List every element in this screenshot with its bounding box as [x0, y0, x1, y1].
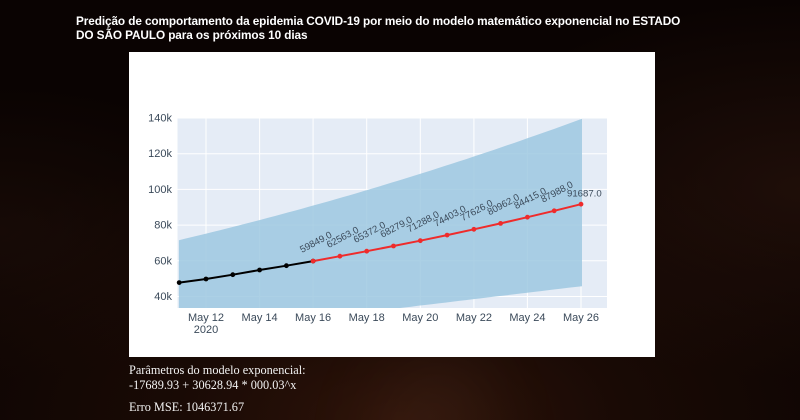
svg-text:May 14: May 14	[242, 312, 278, 324]
svg-text:May 24: May 24	[509, 312, 545, 324]
svg-text:May 20: May 20	[402, 312, 438, 324]
svg-text:120k: 120k	[148, 148, 172, 160]
svg-text:80k: 80k	[154, 220, 172, 232]
svg-text:May 26: May 26	[563, 312, 599, 324]
svg-text:May 22: May 22	[456, 312, 492, 324]
svg-text:May 12: May 12	[188, 312, 224, 324]
svg-text:May 18: May 18	[349, 312, 385, 324]
svg-text:40k: 40k	[154, 291, 172, 303]
svg-text:140k: 140k	[148, 113, 172, 125]
svg-text:May 16: May 16	[295, 312, 331, 324]
svg-text:100k: 100k	[148, 184, 172, 196]
svg-text:2020: 2020	[194, 324, 218, 336]
svg-text:60k: 60k	[154, 255, 172, 267]
svg-text:91687.0: 91687.0	[567, 189, 602, 200]
